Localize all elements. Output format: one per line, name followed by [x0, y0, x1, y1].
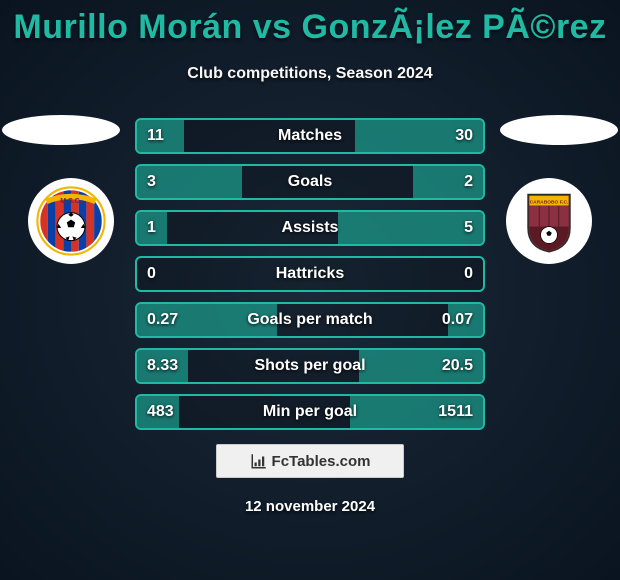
stat-row: 1130Matches: [135, 118, 485, 154]
stat-row: 0.270.07Goals per match: [135, 302, 485, 338]
stat-row: 8.3320.5Shots per goal: [135, 348, 485, 384]
subtitle: Club competitions, Season 2024: [0, 65, 620, 83]
player-ellipse-left: [2, 115, 120, 145]
stat-row: 15Assists: [135, 210, 485, 246]
stat-label: Shots per goal: [137, 350, 483, 382]
svg-text:M.S.C.: M.S.C.: [60, 198, 81, 205]
page-title: Murillo Morán vs GonzÃ¡lez PÃ©rez: [0, 0, 620, 47]
stat-label: Min per goal: [137, 396, 483, 428]
chart-icon: [250, 452, 268, 470]
monagas-logo-icon: M.S.C.: [36, 186, 106, 256]
stat-row: 32Goals: [135, 164, 485, 200]
date-label: 12 november 2024: [0, 498, 620, 515]
stat-label: Goals per match: [137, 304, 483, 336]
team-logo-right: CARABOBO F.C.: [506, 178, 592, 264]
footer-brand-label: FcTables.com: [272, 453, 371, 470]
stat-label: Goals: [137, 166, 483, 198]
stat-label: Matches: [137, 120, 483, 152]
team-logo-left: M.S.C.: [28, 178, 114, 264]
stat-row: 4831511Min per goal: [135, 394, 485, 430]
svg-text:CARABOBO F.C.: CARABOBO F.C.: [530, 200, 569, 206]
stat-row: 00Hattricks: [135, 256, 485, 292]
stat-label: Hattricks: [137, 258, 483, 290]
footer-brand[interactable]: FcTables.com: [216, 444, 404, 478]
stats-container: 1130Matches 32Goals 15Assists 00Hattricks 0.…: [135, 118, 485, 440]
stat-label: Assists: [137, 212, 483, 244]
carabobo-logo-icon: CARABOBO F.C.: [514, 186, 584, 256]
player-ellipse-right: [500, 115, 618, 145]
